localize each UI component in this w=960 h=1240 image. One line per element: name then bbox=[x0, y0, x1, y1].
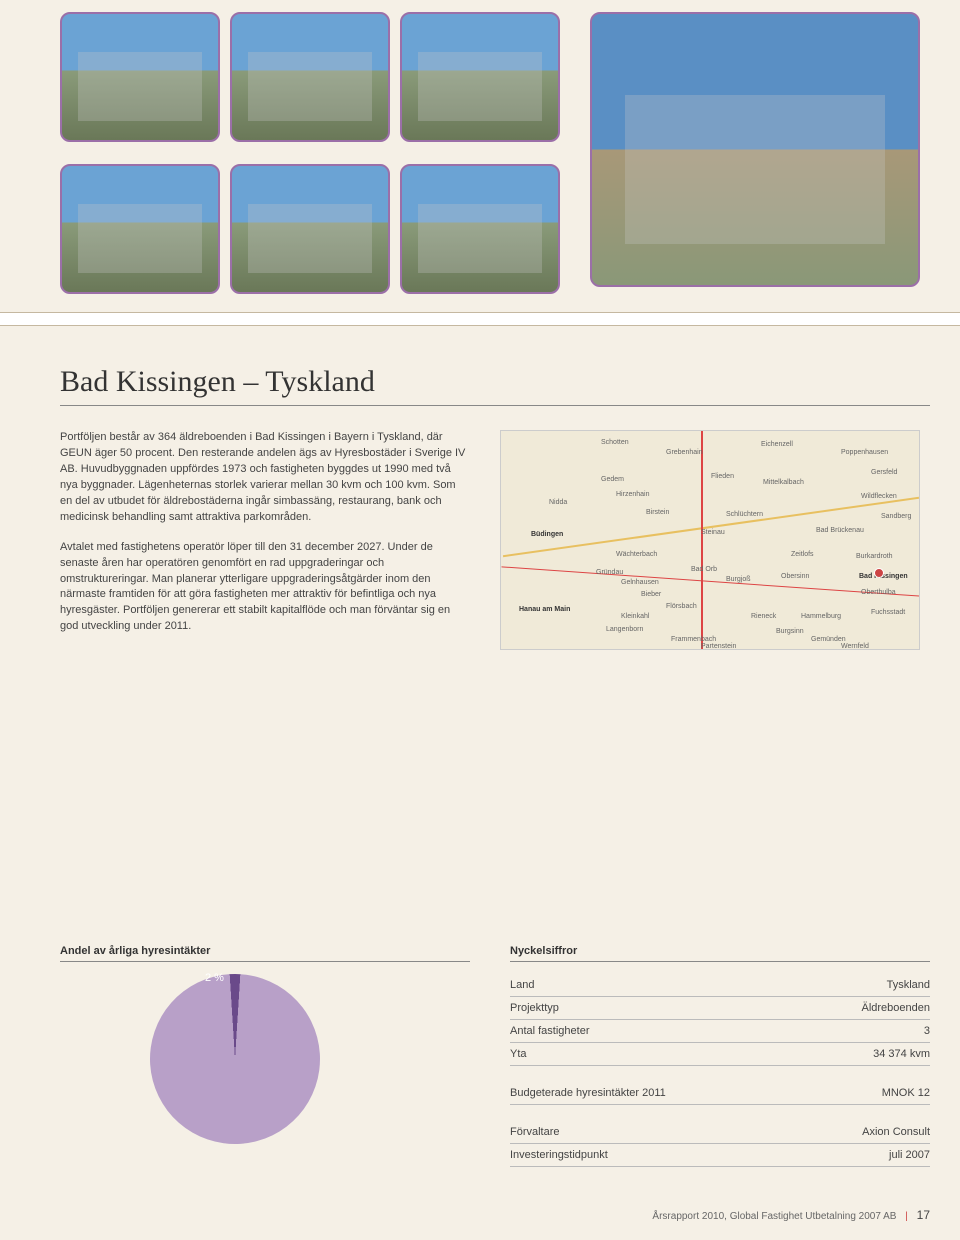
map-city-label: Burgsinn bbox=[776, 628, 804, 635]
map-city-label: Hammelburg bbox=[801, 613, 841, 620]
map-city-label: Gersfeld bbox=[871, 469, 897, 476]
map-city-label: Gemünden bbox=[811, 636, 846, 643]
map-city-label: Flörsbach bbox=[666, 603, 697, 610]
map-city-label: Bad Orb bbox=[691, 566, 717, 573]
keyfigure-row: Projekttyp Äldreboenden bbox=[510, 997, 930, 1019]
map-city-label: Flieden bbox=[711, 473, 734, 480]
keyfigure-value: 3 bbox=[924, 1025, 930, 1037]
map-city-label: Poppenhausen bbox=[841, 449, 888, 456]
map-city-label: Obersinn bbox=[781, 573, 809, 580]
keyfigure-value: juli 2007 bbox=[889, 1149, 930, 1161]
keyfigure-label: Antal fastigheter bbox=[510, 1025, 590, 1037]
keyfigure-row: Budgeterade hyresintäkter 2011 MNOK 12 bbox=[510, 1082, 930, 1104]
map-city-label: Büdingen bbox=[531, 531, 563, 538]
photo-thumb bbox=[230, 12, 390, 142]
map-city-label: Fuchsstadt bbox=[871, 609, 905, 616]
map-city-label: Steinau bbox=[701, 529, 725, 536]
pie-chart bbox=[145, 969, 325, 1149]
paragraph: Avtalet med fastighetens operatör löper … bbox=[60, 540, 470, 636]
keyfigure-label: Projekttyp bbox=[510, 1002, 559, 1014]
section-rule bbox=[60, 961, 470, 962]
photo-thumb bbox=[400, 164, 560, 294]
photo-thumb bbox=[400, 12, 560, 142]
page-title: Bad Kissingen – Tyskland bbox=[60, 365, 930, 399]
map-city-label: Nidda bbox=[549, 499, 567, 506]
map-city-label: Bad Brückenau bbox=[816, 527, 864, 534]
keyfigure-label: Förvaltare bbox=[510, 1126, 560, 1138]
page-number: 17 bbox=[917, 1208, 930, 1222]
map-city-label: Hanau am Main bbox=[519, 606, 570, 613]
keyfigure-row: Förvaltare Axion Consult bbox=[510, 1121, 930, 1143]
keyfigure-label: Budgeterade hyresintäkter 2011 bbox=[510, 1087, 666, 1099]
title-rule bbox=[60, 405, 930, 406]
keyfigure-label: Investeringstidpunkt bbox=[510, 1149, 608, 1161]
section-divider bbox=[0, 312, 960, 326]
map-city-label: Gründau bbox=[596, 569, 623, 576]
keyfigure-row: Antal fastigheter 3 bbox=[510, 1020, 930, 1042]
map-city-label: Mittelkalbach bbox=[763, 479, 804, 486]
map-city-label: Wächterbach bbox=[616, 551, 657, 558]
map-city-label: Schotten bbox=[601, 439, 629, 446]
pie-slice-label: 2 % bbox=[205, 972, 224, 984]
section-rule bbox=[510, 961, 930, 962]
map-city-label: Hirzenhain bbox=[616, 491, 649, 498]
map-city-label: Burkardroth bbox=[856, 553, 893, 560]
keyfigures-table: Land Tyskland Projekttyp Äldreboenden Antal … bbox=[510, 974, 930, 1167]
page-footer: Årsrapport 2010, Global Fastighet Utbeta… bbox=[652, 1208, 930, 1222]
location-map: Schotten Grebenhain Eichenzell Poppenhausen… bbox=[500, 430, 920, 650]
map-city-label: Frammenbach bbox=[671, 636, 716, 643]
map-city-label: Kleinkahl bbox=[621, 613, 649, 620]
pie-chart-title: Andel av årliga hyresintäkter bbox=[60, 945, 470, 957]
photo-thumb bbox=[230, 164, 390, 294]
map-city-label: Eichenzell bbox=[761, 441, 793, 448]
map-city-label: Oberthulba bbox=[861, 589, 896, 596]
keyfigure-value: MNOK 12 bbox=[882, 1087, 930, 1099]
map-city-label: Partenstein bbox=[701, 643, 736, 650]
keyfigure-label: Yta bbox=[510, 1048, 527, 1060]
map-city-label: Rieneck bbox=[751, 613, 776, 620]
map-city-label: Birstein bbox=[646, 509, 669, 516]
paragraph: Portföljen består av 364 äldreboenden i … bbox=[60, 430, 470, 526]
map-marker-icon bbox=[874, 568, 884, 578]
footer-text: Årsrapport 2010, Global Fastighet Utbeta… bbox=[652, 1211, 896, 1222]
map-city-label: Langenborn bbox=[606, 626, 643, 633]
photo-hero bbox=[590, 12, 920, 287]
keyfigure-value: 34 374 kvm bbox=[873, 1048, 930, 1060]
keyfigure-value: Tyskland bbox=[887, 979, 930, 991]
map-city-label: Wernfeld bbox=[841, 643, 869, 650]
photo-thumb bbox=[60, 164, 220, 294]
footer-separator: | bbox=[905, 1211, 908, 1222]
body-text: Portföljen består av 364 äldreboenden i … bbox=[60, 430, 470, 650]
map-city-label: Wildflecken bbox=[861, 493, 897, 500]
map-city-label: Gelnhausen bbox=[621, 579, 659, 586]
keyfigures-title: Nyckelsiffror bbox=[510, 945, 930, 957]
map-city-label: Gedem bbox=[601, 476, 624, 483]
map-city-label: Grebenhain bbox=[666, 449, 703, 456]
photo-thumb bbox=[60, 12, 220, 142]
map-city-label: Sandberg bbox=[881, 513, 911, 520]
keyfigure-row: Land Tyskland bbox=[510, 974, 930, 996]
keyfigure-value: Axion Consult bbox=[862, 1126, 930, 1138]
map-city-label: Zeitlofs bbox=[791, 551, 814, 558]
map-city-label: Bieber bbox=[641, 591, 661, 598]
keyfigure-row: Investeringstidpunkt juli 2007 bbox=[510, 1144, 930, 1166]
keyfigure-label: Land bbox=[510, 979, 534, 991]
map-city-label: Burgjoß bbox=[726, 576, 751, 583]
keyfigure-row: Yta 34 374 kvm bbox=[510, 1043, 930, 1065]
keyfigure-value: Äldreboenden bbox=[861, 1002, 930, 1014]
map-city-label: Schlüchtern bbox=[726, 511, 763, 518]
